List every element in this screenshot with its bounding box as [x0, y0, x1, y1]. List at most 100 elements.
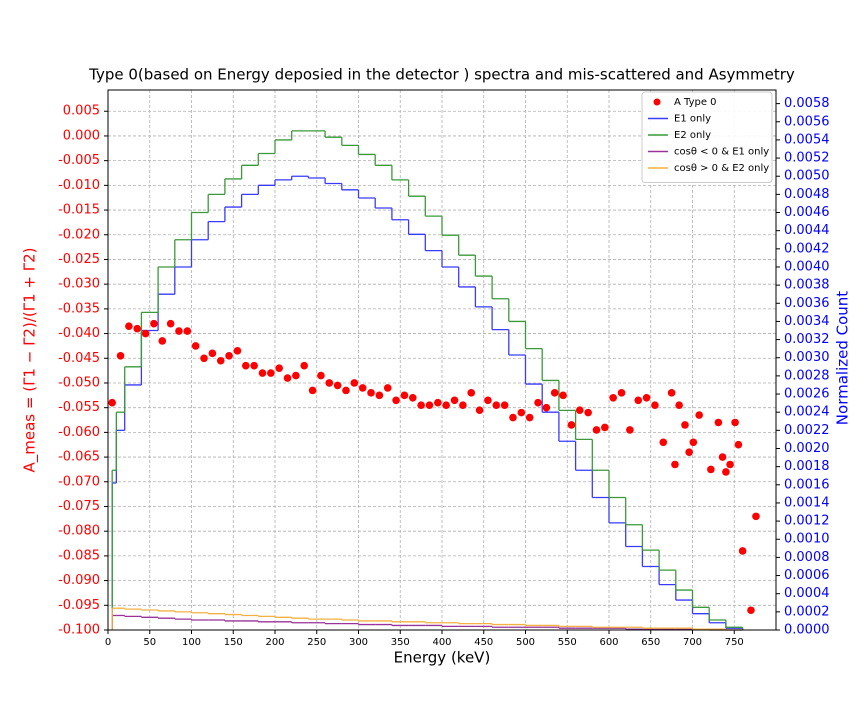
scatter-point: [542, 403, 551, 412]
scatter-point: [575, 406, 584, 414]
y2-tick-label: 0.0014: [784, 495, 830, 510]
scatter-point: [225, 352, 233, 360]
scatter-point: [442, 401, 450, 410]
y2-tick-label: 0.0010: [784, 532, 830, 547]
x-tick-label: 750: [725, 637, 744, 648]
y2-tick-label: 0.0020: [784, 441, 830, 456]
y2-tick-label: 0.0024: [784, 405, 830, 420]
y-axis-label: A_meas = (Γ1 − Γ2)/(Γ1 + Γ2): [21, 248, 40, 473]
scatter-point: [517, 408, 526, 417]
y2-tick-label: 0.0056: [784, 114, 830, 129]
scatter-point: [492, 401, 501, 410]
scatter-point: [584, 408, 592, 417]
scatter-point: [233, 347, 242, 355]
y2-tick-label: 0.0036: [784, 296, 830, 311]
scatter-point: [400, 391, 409, 400]
scatter-point: [425, 401, 434, 410]
y2-tick-label: 0.0058: [784, 96, 830, 111]
scatter-point: [550, 389, 559, 397]
scatter-point: [642, 393, 651, 402]
legend-label: E1 only: [674, 114, 711, 125]
plot-frame: [107, 89, 777, 631]
y-tick-label: -0.095: [58, 598, 100, 613]
scatter-point: [283, 374, 292, 382]
scatter-point: [559, 391, 567, 400]
scatter-point: [333, 381, 342, 390]
y-tick-label: -0.025: [58, 252, 100, 267]
x-tick-label: 250: [307, 637, 326, 648]
y-tick-label: 0.005: [63, 104, 100, 119]
scatter-point: [292, 371, 300, 380]
scatter-point: [718, 453, 727, 461]
scatter-point: [509, 413, 517, 422]
scatter-point: [150, 319, 158, 328]
x-tick-label: 300: [349, 637, 368, 648]
y2-tick-label: 0.0028: [784, 368, 830, 383]
scatter-point: [459, 401, 467, 410]
scatter-point: [617, 389, 626, 397]
y2-tick-label: 0.0034: [784, 314, 830, 329]
scatter-point: [567, 421, 576, 429]
scatter-point: [158, 337, 167, 345]
scatter-point: [241, 361, 250, 370]
scatter-point: [695, 411, 703, 419]
y2-tick-label: 0.0008: [784, 550, 830, 565]
scatter-point: [383, 384, 392, 392]
y-tick-label: -0.030: [58, 277, 100, 292]
scatter-point: [484, 396, 492, 405]
y-tick-label: -0.075: [58, 499, 100, 514]
x-tick-label: 400: [432, 637, 451, 648]
y-tick-label: -0.020: [58, 227, 100, 242]
scatter-point: [133, 324, 142, 333]
scatter-point: [731, 418, 739, 427]
scatter-point: [358, 384, 367, 392]
y-tick-label: 0.000: [63, 128, 100, 143]
scatter-point: [500, 401, 509, 410]
y2-tick-label: 0.0050: [784, 169, 830, 184]
scatter-point: [275, 364, 283, 372]
y2-tick-label: 0.0042: [784, 241, 830, 256]
scatter-point: [450, 396, 459, 405]
scatter-point: [752, 512, 760, 521]
scatter-point: [375, 391, 384, 400]
x-tick-label: 150: [224, 637, 243, 648]
scatter-point: [350, 379, 359, 387]
scatter-point: [125, 322, 133, 330]
x-tick-label: 0: [105, 637, 111, 648]
y2-tick-label: 0.0052: [784, 151, 830, 166]
x-tick-label: 450: [474, 637, 493, 648]
scatter-point: [634, 396, 643, 405]
y2-tick-label: 0.0002: [784, 604, 830, 619]
y2-tick-label: 0.0000: [784, 623, 830, 638]
y-tick-label: -0.060: [58, 425, 100, 440]
x-tick-label: 100: [182, 637, 201, 648]
x-tick-label: 500: [516, 637, 535, 648]
scatter-point: [685, 448, 693, 456]
scatter-point: [681, 421, 689, 429]
scatter-point: [734, 440, 743, 449]
legend-label: A Type 0: [674, 97, 717, 108]
y2-tick-label: 0.0012: [784, 514, 830, 529]
scatter-point: [609, 393, 617, 402]
chart-title: Type 0(based on Energy deposied in the d…: [88, 66, 795, 84]
y-tick-label: -0.015: [58, 203, 100, 218]
scatter-point: [659, 438, 668, 447]
legend-label: cosθ > 0 & E2 only: [674, 163, 769, 174]
x-tick-label: 700: [683, 637, 702, 648]
scatter-point: [747, 606, 755, 615]
y2-tick-label: 0.0026: [784, 387, 830, 402]
x-tick-label: 550: [558, 637, 577, 648]
y2-tick-label: 0.0022: [784, 423, 830, 438]
scatter-point: [722, 468, 730, 476]
y-tick-label: -0.055: [58, 400, 100, 415]
scatter-point: [216, 356, 225, 365]
y-tick-label: -0.100: [58, 623, 100, 638]
scatter-point: [308, 386, 317, 395]
scatter-point: [707, 465, 715, 474]
x-tick-label: 50: [143, 637, 156, 648]
scatter-point: [601, 423, 609, 432]
scatter-point: [408, 393, 417, 402]
scatter-point: [689, 438, 698, 447]
y2-tick-label: 0.0032: [784, 332, 830, 347]
